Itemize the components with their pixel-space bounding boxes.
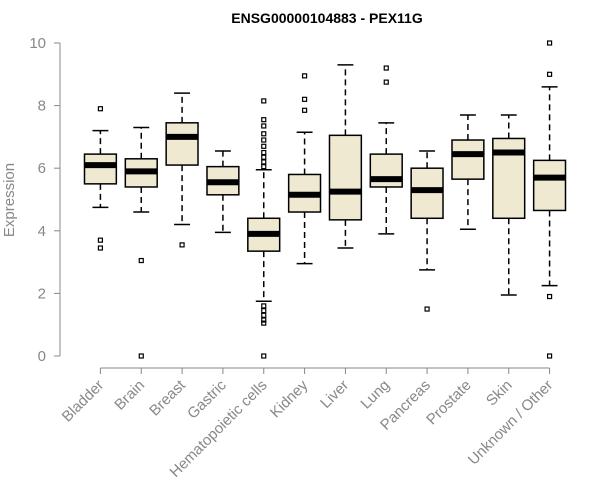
outlier-4-5: [261, 143, 267, 149]
box-6: [328, 134, 363, 221]
outlier-1-1: [138, 353, 144, 359]
outlier-0-0: [97, 106, 104, 112]
x-tick-label-1: Brain: [111, 377, 148, 414]
outlier-4-14: [261, 320, 267, 326]
box-group-2: [165, 92, 199, 248]
box-group-6: [328, 64, 363, 249]
outlier-5-0: [301, 73, 308, 79]
y-tick-label-3: 6: [38, 160, 46, 177]
y-tick-label-2: 4: [38, 223, 46, 240]
outlier-8-0: [424, 306, 430, 312]
outlier-4-8: [261, 159, 267, 165]
y-tick-label-4: 8: [38, 98, 46, 115]
x-tick-label-6: Liver: [317, 377, 352, 412]
outlier-4-2: [261, 123, 267, 129]
box-group-3: [206, 150, 240, 234]
outlier-2-0: [179, 242, 185, 248]
x-tick-label-10: Skin: [483, 377, 516, 410]
outlier-4-7: [261, 154, 267, 160]
outlier-4-15: [261, 353, 267, 359]
y-tick-label-0: 0: [38, 348, 46, 365]
box-11: [532, 159, 567, 212]
chart-title: ENSG00000104883 - PEX11G: [231, 10, 423, 26]
box-group-1: [124, 126, 158, 359]
outlier-7-0: [383, 65, 389, 71]
x-tick-label-7: Lung: [357, 377, 393, 413]
outlier-4-10: [261, 303, 267, 309]
box-group-0: [83, 106, 118, 251]
outlier-4-0: [261, 98, 267, 104]
box-group-5: [287, 73, 322, 265]
x-tick-label-2: Breast: [146, 376, 189, 419]
outlier-4-12: [261, 312, 267, 318]
box-group-9: [451, 114, 485, 230]
box-group-11: [532, 40, 567, 359]
outlier-4-6: [261, 149, 267, 156]
box-8: [410, 167, 444, 220]
box-2: [165, 122, 199, 166]
outlier-1-0: [138, 257, 144, 264]
outlier-5-1: [301, 96, 308, 102]
x-tick-label-9: Prostate: [423, 377, 475, 429]
x-tick-label-5: Kidney: [267, 376, 312, 421]
outlier-4-9: [261, 164, 267, 170]
x-tick-label-0: Bladder: [59, 377, 108, 426]
outlier-7-1: [383, 79, 389, 85]
boxes-group: [83, 40, 567, 359]
outlier-4-4: [261, 137, 267, 143]
outlier-11-1: [546, 71, 553, 77]
y-axis-label: Expression: [1, 163, 18, 237]
box-9: [451, 139, 485, 180]
outlier-4-3: [261, 131, 267, 137]
box-group-7: [369, 65, 403, 235]
box-0: [83, 153, 118, 185]
outlier-0-1: [97, 237, 104, 243]
y-axis: 0 2 4 6 8 10: [29, 35, 61, 365]
outlier-11-3: [546, 353, 553, 359]
outlier-4-13: [261, 317, 267, 323]
outlier-4-11: [261, 308, 267, 314]
box-group-8: [410, 150, 444, 312]
box-group-10: [492, 114, 526, 296]
outlier-4-1: [261, 117, 267, 123]
outlier-5-2: [301, 107, 308, 113]
outlier-0-2: [97, 245, 104, 251]
y-tick-label-1: 2: [38, 285, 46, 302]
box-group-4: [247, 98, 281, 359]
outlier-11-0: [546, 40, 553, 46]
y-tick-label-5: 10: [29, 35, 46, 52]
outlier-11-2: [546, 293, 553, 300]
